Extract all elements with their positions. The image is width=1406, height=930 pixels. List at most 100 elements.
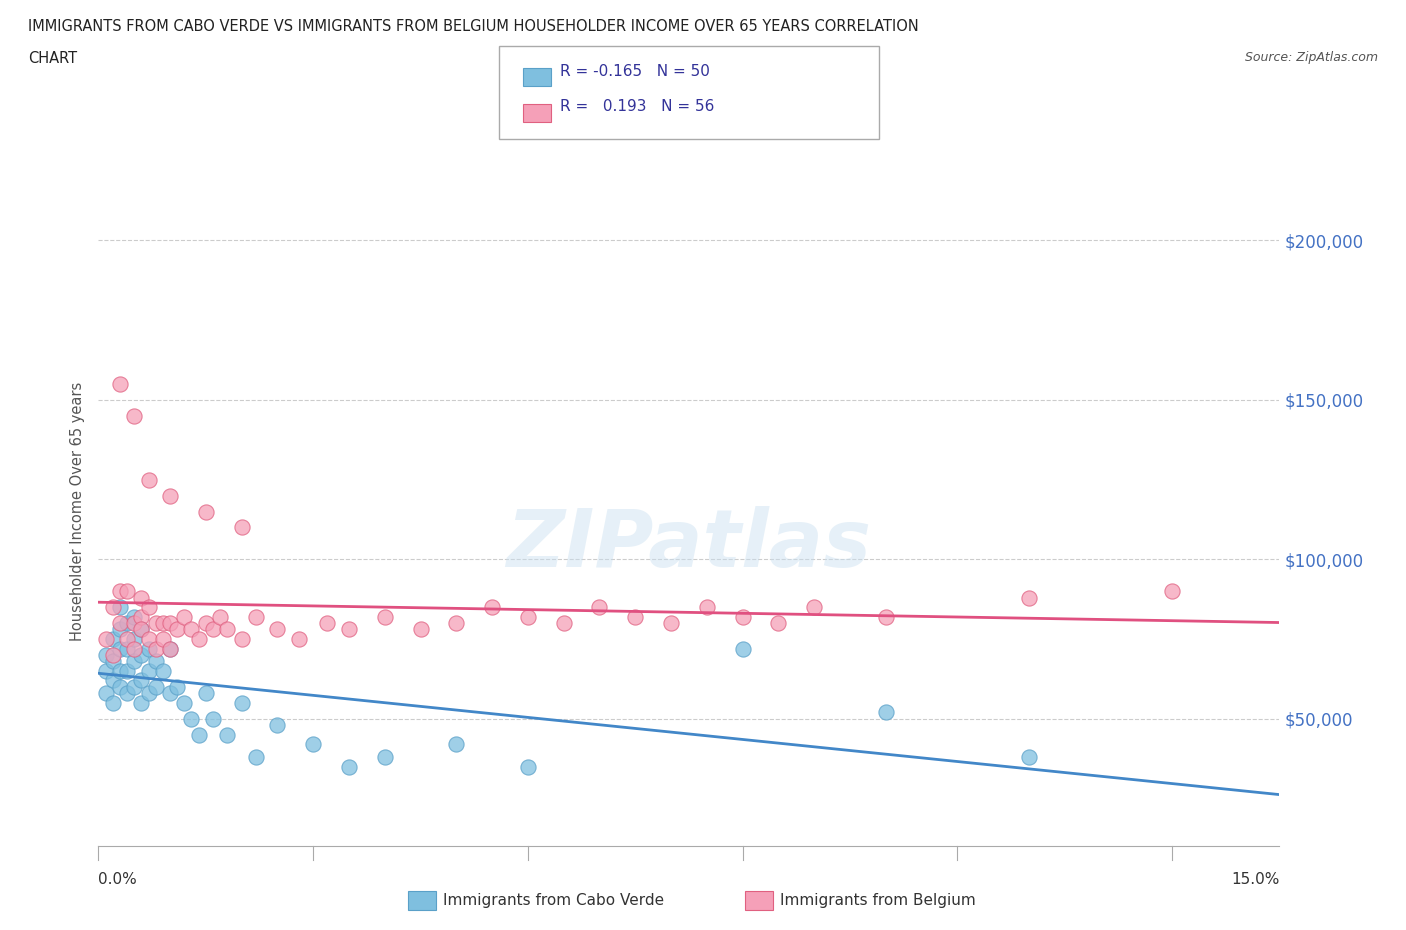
Point	[194, 504, 217, 519]
Y-axis label: Householder Income Over 65 years: Householder Income Over 65 years	[69, 382, 84, 641]
Point	[302, 737, 325, 751]
Point	[138, 641, 160, 656]
Point	[115, 584, 138, 599]
Point	[316, 616, 339, 631]
Point	[108, 663, 131, 678]
Point	[159, 685, 181, 700]
Point	[217, 622, 239, 637]
Point	[122, 631, 145, 646]
Point	[159, 641, 181, 656]
Point	[94, 685, 117, 700]
Point	[1018, 750, 1040, 764]
Point	[101, 654, 124, 669]
Point	[131, 647, 153, 662]
Point	[217, 727, 239, 742]
Point	[231, 696, 253, 711]
Point	[145, 616, 167, 631]
Point	[173, 609, 195, 624]
Point	[374, 609, 396, 624]
Text: Source: ZipAtlas.com: Source: ZipAtlas.com	[1244, 51, 1378, 64]
Point	[173, 696, 195, 711]
Point	[138, 631, 160, 646]
Point	[1018, 591, 1040, 605]
Point	[131, 696, 153, 711]
Text: 15.0%: 15.0%	[1232, 871, 1279, 887]
Point	[131, 673, 153, 688]
Point	[288, 631, 311, 646]
Point	[138, 685, 160, 700]
Point	[152, 631, 174, 646]
Text: R = -0.165   N = 50: R = -0.165 N = 50	[560, 64, 710, 79]
Point	[159, 616, 181, 631]
Point	[245, 750, 267, 764]
Point	[266, 718, 288, 733]
Text: CHART: CHART	[28, 51, 77, 66]
Point	[245, 609, 267, 624]
Point	[115, 641, 138, 656]
Point	[803, 600, 825, 615]
Point	[553, 616, 575, 631]
Point	[108, 680, 131, 695]
Point	[122, 408, 145, 423]
Point	[138, 600, 160, 615]
Point	[122, 609, 145, 624]
Point	[152, 616, 174, 631]
Point	[108, 377, 131, 392]
Point	[101, 696, 124, 711]
Point	[131, 622, 153, 637]
Point	[481, 600, 503, 615]
Point	[152, 663, 174, 678]
Point	[875, 609, 897, 624]
Point	[94, 663, 117, 678]
Point	[187, 631, 209, 646]
Point	[101, 631, 124, 646]
Point	[446, 737, 468, 751]
Text: ZIPatlas: ZIPatlas	[506, 506, 872, 584]
Text: IMMIGRANTS FROM CABO VERDE VS IMMIGRANTS FROM BELGIUM HOUSEHOLDER INCOME OVER 65: IMMIGRANTS FROM CABO VERDE VS IMMIGRANTS…	[28, 19, 920, 33]
Point	[94, 647, 117, 662]
Text: Immigrants from Cabo Verde: Immigrants from Cabo Verde	[443, 893, 664, 908]
Point	[145, 680, 167, 695]
Point	[131, 609, 153, 624]
Point	[201, 711, 224, 726]
Point	[731, 609, 754, 624]
Point	[201, 622, 224, 637]
Point	[108, 600, 131, 615]
Point	[768, 616, 790, 631]
Point	[108, 584, 131, 599]
Point	[180, 711, 202, 726]
Point	[115, 685, 138, 700]
Point	[696, 600, 718, 615]
Point	[122, 616, 145, 631]
Point	[122, 680, 145, 695]
Point	[108, 616, 131, 631]
Point	[180, 622, 202, 637]
Point	[659, 616, 682, 631]
Point	[94, 631, 117, 646]
Point	[337, 622, 360, 637]
Text: Immigrants from Belgium: Immigrants from Belgium	[780, 893, 976, 908]
Point	[1161, 584, 1184, 599]
Point	[337, 759, 360, 774]
Point	[409, 622, 432, 637]
Point	[231, 631, 253, 646]
Point	[115, 663, 138, 678]
Point	[145, 641, 167, 656]
Point	[159, 641, 181, 656]
Point	[166, 622, 188, 637]
Point	[624, 609, 647, 624]
Point	[101, 600, 124, 615]
Point	[875, 705, 897, 720]
Text: 0.0%: 0.0%	[98, 871, 138, 887]
Point	[115, 616, 138, 631]
Point	[108, 641, 131, 656]
Point	[131, 591, 153, 605]
Point	[101, 673, 124, 688]
Text: R =   0.193   N = 56: R = 0.193 N = 56	[560, 100, 714, 114]
Point	[101, 647, 124, 662]
Point	[122, 654, 145, 669]
Point	[187, 727, 209, 742]
Point	[115, 631, 138, 646]
Point	[159, 488, 181, 503]
Point	[374, 750, 396, 764]
